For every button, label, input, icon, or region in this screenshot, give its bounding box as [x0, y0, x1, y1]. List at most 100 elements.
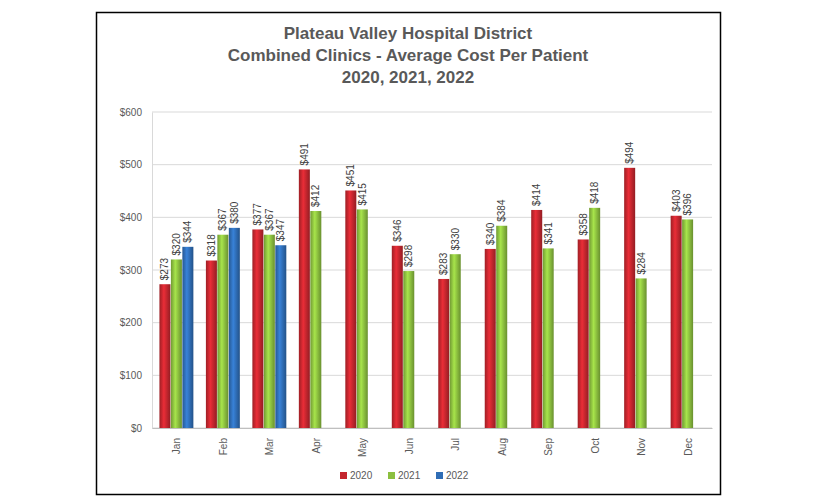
- bar: [485, 249, 496, 428]
- bar: [299, 169, 310, 428]
- data-label: $377: [252, 203, 263, 226]
- x-tick: Mar: [264, 428, 275, 455]
- y-tick: $200: [120, 317, 152, 328]
- grid: [152, 112, 712, 428]
- x-tick: May: [357, 428, 368, 457]
- y-axis: $0 $100 $200 $300 $400 $500 $600: [120, 107, 153, 434]
- data-label: $347: [275, 219, 286, 242]
- bar: [217, 235, 228, 428]
- legend-swatch: [436, 472, 443, 479]
- y-tick: $300: [120, 265, 152, 276]
- x-tick: Oct: [590, 428, 601, 454]
- data-label: $298: [403, 244, 414, 267]
- data-label: $491: [299, 143, 310, 166]
- legend-label: 2021: [398, 470, 421, 481]
- data-label: $330: [450, 228, 461, 251]
- bar: [624, 168, 635, 428]
- title: 2020, 2021, 2022: [342, 68, 474, 87]
- x-tick-label: Sep: [543, 438, 554, 456]
- x-tick-label: Oct: [590, 438, 601, 454]
- y-tick: $100: [120, 370, 152, 381]
- data-label: $284: [636, 252, 647, 275]
- x-tick: Sep: [543, 428, 554, 456]
- bars: [159, 168, 693, 428]
- bar: [589, 208, 600, 428]
- x-tick-label: Nov: [636, 438, 647, 456]
- title: Combined Clinics - Average Cost Per Pati…: [228, 46, 589, 65]
- x-tick: Nov: [636, 428, 647, 456]
- data-label: $415: [357, 183, 368, 206]
- x-tick-label: Jun: [404, 438, 415, 454]
- y-axis-line: [152, 113, 153, 429]
- data-label: $340: [485, 222, 496, 245]
- y-tick-label: $400: [120, 212, 143, 223]
- y-tick-label: $0: [131, 423, 143, 434]
- data-label: $320: [171, 233, 182, 256]
- x-tick-label: Apr: [311, 437, 322, 453]
- legend-swatch: [340, 472, 347, 479]
- bar: [636, 278, 647, 428]
- x-tick-label: Mar: [264, 437, 275, 455]
- bar: [171, 259, 182, 428]
- data-label: $367: [264, 208, 275, 231]
- data-label: $318: [206, 234, 217, 257]
- x-tick-label: May: [357, 438, 368, 457]
- bar: [229, 228, 240, 428]
- y-tick-label: $100: [120, 370, 143, 381]
- legend-label: 2020: [350, 470, 373, 481]
- frame: [97, 13, 721, 495]
- bar: [182, 247, 193, 428]
- bar: [206, 261, 217, 428]
- data-label: $358: [578, 213, 589, 236]
- bar: [403, 271, 414, 428]
- y-tick: $400: [120, 212, 152, 223]
- x-tick: Jun: [404, 428, 415, 454]
- y-tick: $0: [131, 423, 152, 434]
- x-axis-line: [153, 428, 713, 429]
- legend-swatch: [388, 472, 395, 479]
- data-label: $367: [217, 208, 228, 231]
- data-label: $451: [345, 164, 356, 187]
- data-label: $344: [182, 220, 193, 243]
- bar: [392, 246, 403, 428]
- bar: [345, 190, 356, 428]
- data-label: $418: [589, 181, 600, 204]
- data-label: $380: [229, 201, 240, 224]
- bar: [275, 245, 286, 428]
- y-tick-label: $600: [120, 107, 143, 118]
- x-tick-label: Feb: [218, 438, 229, 456]
- bar: [438, 279, 449, 428]
- x-tick-label: Aug: [497, 438, 508, 456]
- grid-line: [152, 112, 712, 113]
- x-tick: Feb: [218, 428, 229, 455]
- data-label: $273: [159, 258, 170, 281]
- data-label: $414: [531, 183, 542, 206]
- bar: [671, 216, 682, 428]
- y-tick: $500: [120, 159, 152, 170]
- bar: [531, 210, 542, 428]
- x-tick-label: Dec: [683, 438, 694, 456]
- y-tick-label: $300: [120, 265, 143, 276]
- bar: [252, 229, 263, 428]
- x-tick-label: Jul: [450, 438, 461, 451]
- x-tick: Aug: [497, 428, 508, 456]
- bar: [543, 248, 554, 428]
- legend: 2020 2021 2022: [340, 470, 469, 481]
- x-tick: Jul: [450, 428, 461, 451]
- bar: [682, 219, 693, 428]
- data-label: $283: [438, 252, 449, 275]
- x-tick: Dec: [683, 428, 694, 456]
- legend-label: 2022: [446, 470, 469, 481]
- x-axis: JanFebMarAprMayJunJulAugSepOctNovDec: [153, 428, 713, 457]
- title: Plateau Valley Hospital District: [284, 24, 533, 43]
- data-labels: $273 $318 $377 $491 $451 $346 $283 $340 $414 $358…: [159, 141, 693, 280]
- data-label: $341: [543, 222, 554, 245]
- bar: [450, 254, 461, 428]
- y-tick-label: $500: [120, 159, 143, 170]
- bar: [264, 235, 275, 428]
- data-label: $396: [682, 193, 693, 216]
- bar: [159, 284, 170, 428]
- bar: [496, 226, 507, 428]
- data-label: $346: [392, 219, 403, 242]
- data-label: $412: [310, 184, 321, 207]
